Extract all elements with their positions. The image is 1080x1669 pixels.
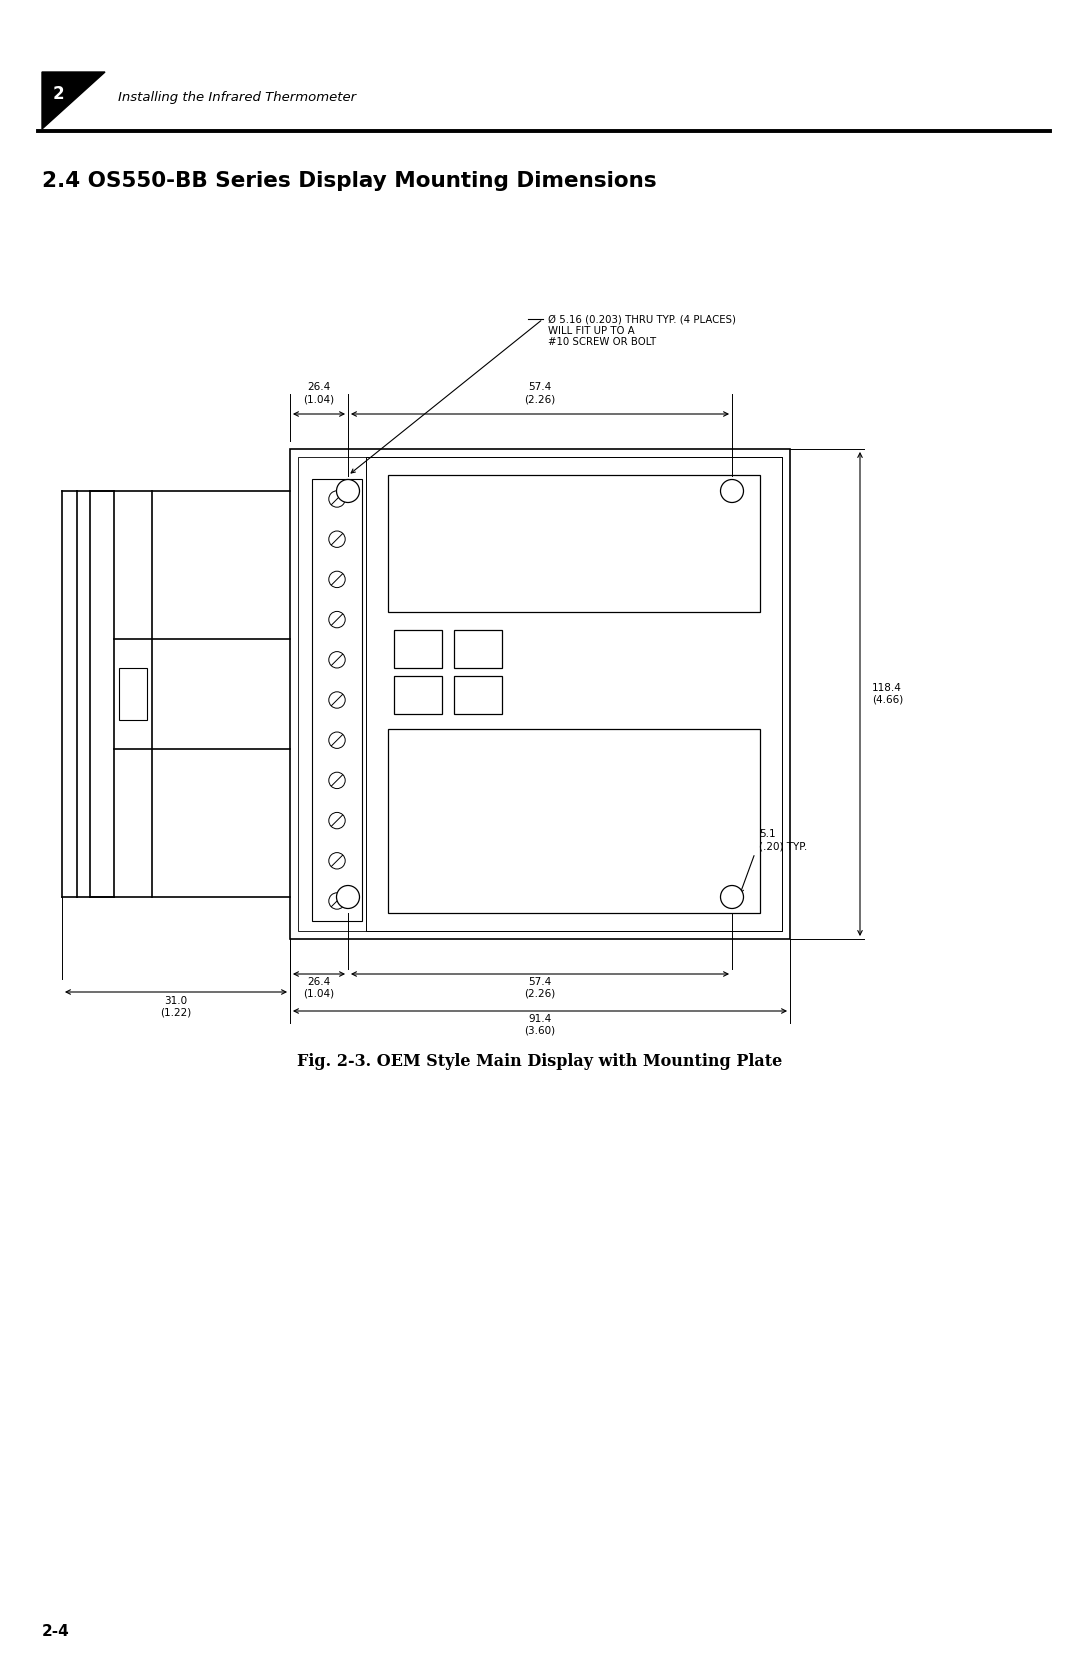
Text: 26.4
(1.04): 26.4 (1.04) xyxy=(303,382,335,404)
Bar xyxy=(312,479,362,921)
Bar xyxy=(298,457,782,931)
Circle shape xyxy=(328,733,346,748)
Text: 57.4
(2.26): 57.4 (2.26) xyxy=(525,976,555,998)
Polygon shape xyxy=(42,72,105,129)
Text: Ø 5.16 (0.203) THRU TYP. (4 PLACES)
WILL FIT UP TO A
#10 SCREW OR BOLT: Ø 5.16 (0.203) THRU TYP. (4 PLACES) WILL… xyxy=(548,314,735,347)
Text: 91.4
(3.60): 91.4 (3.60) xyxy=(525,1015,555,1035)
Circle shape xyxy=(328,571,346,587)
Circle shape xyxy=(328,491,346,507)
Circle shape xyxy=(328,531,346,547)
Text: 2.4 OS550-BB Series Display Mounting Dimensions: 2.4 OS550-BB Series Display Mounting Dim… xyxy=(42,170,657,190)
Bar xyxy=(388,729,760,913)
Text: 2-4: 2-4 xyxy=(42,1624,70,1639)
Text: 118.4
(4.66): 118.4 (4.66) xyxy=(872,683,903,704)
Circle shape xyxy=(328,893,346,910)
Bar xyxy=(454,629,502,668)
Circle shape xyxy=(328,691,346,708)
Circle shape xyxy=(720,886,743,908)
Circle shape xyxy=(328,773,346,788)
Bar xyxy=(291,449,789,940)
Text: Fig. 2-3. OEM Style Main Display with Mounting Plate: Fig. 2-3. OEM Style Main Display with Mo… xyxy=(297,1053,783,1070)
Circle shape xyxy=(328,813,346,829)
Circle shape xyxy=(328,611,346,628)
Circle shape xyxy=(720,479,743,502)
Circle shape xyxy=(328,651,346,668)
Bar xyxy=(366,457,782,931)
Circle shape xyxy=(328,853,346,870)
Bar xyxy=(119,668,147,719)
Text: Installing the Infrared Thermometer: Installing the Infrared Thermometer xyxy=(118,90,356,103)
Text: 2: 2 xyxy=(52,85,64,103)
Text: 5.1
(.20) TYP.: 5.1 (.20) TYP. xyxy=(759,829,807,851)
Bar xyxy=(394,676,442,714)
Text: 26.4
(1.04): 26.4 (1.04) xyxy=(303,976,335,998)
Text: 31.0
(1.22): 31.0 (1.22) xyxy=(160,996,191,1018)
Text: 57.4
(2.26): 57.4 (2.26) xyxy=(525,382,555,404)
Bar xyxy=(394,629,442,668)
Bar xyxy=(454,676,502,714)
Bar xyxy=(388,476,760,613)
Circle shape xyxy=(337,886,360,908)
Circle shape xyxy=(337,479,360,502)
